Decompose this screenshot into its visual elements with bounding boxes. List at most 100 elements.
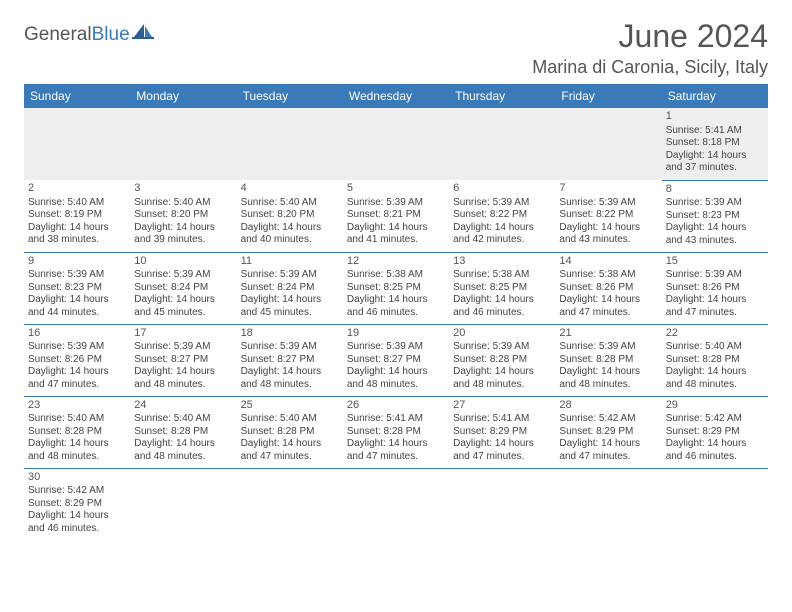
day-cell: 4Sunrise: 5:40 AMSunset: 8:20 PMDaylight… [237, 180, 343, 252]
sunrise-line: Sunrise: 5:39 AM [347, 341, 445, 354]
day-cell: 20Sunrise: 5:39 AMSunset: 8:28 PMDayligh… [449, 324, 555, 396]
day-number: 20 [453, 327, 551, 341]
day-cell: 9Sunrise: 5:39 AMSunset: 8:23 PMDaylight… [24, 252, 130, 324]
daylight-line: Daylight: 14 hours and 48 minutes. [28, 438, 126, 463]
header: GeneralBlue June 2024 Marina di Caronia,… [24, 18, 768, 78]
day-cell: 8Sunrise: 5:39 AMSunset: 8:23 PMDaylight… [662, 180, 768, 252]
sunset-line: Sunset: 8:20 PM [134, 209, 232, 222]
sunrise-line: Sunrise: 5:40 AM [241, 413, 339, 426]
day-cell: 3Sunrise: 5:40 AMSunset: 8:20 PMDaylight… [130, 180, 236, 252]
day-cell: 26Sunrise: 5:41 AMSunset: 8:28 PMDayligh… [343, 396, 449, 468]
sunset-line: Sunset: 8:20 PM [241, 209, 339, 222]
daylight-line: Daylight: 14 hours and 46 minutes. [666, 438, 764, 463]
sail-icon [132, 22, 154, 45]
day-cell: 29Sunrise: 5:42 AMSunset: 8:29 PMDayligh… [662, 396, 768, 468]
day-cell: 18Sunrise: 5:39 AMSunset: 8:27 PMDayligh… [237, 324, 343, 396]
sunrise-line: Sunrise: 5:39 AM [559, 197, 657, 210]
empty-cell [24, 108, 130, 180]
empty-cell [130, 108, 236, 180]
daylight-line: Daylight: 14 hours and 48 minutes. [453, 366, 551, 391]
daylight-line: Daylight: 14 hours and 47 minutes. [453, 438, 551, 463]
sunrise-line: Sunrise: 5:40 AM [28, 197, 126, 210]
empty-cell [555, 468, 661, 540]
day-number: 23 [28, 399, 126, 413]
day-number: 8 [666, 183, 764, 197]
day-number: 3 [134, 182, 232, 196]
empty-cell [237, 468, 343, 540]
sunrise-line: Sunrise: 5:40 AM [134, 413, 232, 426]
day-cell: 11Sunrise: 5:39 AMSunset: 8:24 PMDayligh… [237, 252, 343, 324]
day-header: Friday [555, 84, 661, 108]
day-cell: 21Sunrise: 5:39 AMSunset: 8:28 PMDayligh… [555, 324, 661, 396]
daylight-line: Daylight: 14 hours and 48 minutes. [241, 366, 339, 391]
day-number: 30 [28, 471, 126, 485]
daylight-line: Daylight: 14 hours and 43 minutes. [666, 222, 764, 247]
sunrise-line: Sunrise: 5:39 AM [453, 341, 551, 354]
daylight-line: Daylight: 14 hours and 47 minutes. [666, 294, 764, 319]
day-number: 17 [134, 327, 232, 341]
daylight-line: Daylight: 14 hours and 39 minutes. [134, 222, 232, 247]
sunrise-line: Sunrise: 5:39 AM [28, 341, 126, 354]
day-cell: 28Sunrise: 5:42 AMSunset: 8:29 PMDayligh… [555, 396, 661, 468]
calendar-row: 16Sunrise: 5:39 AMSunset: 8:26 PMDayligh… [24, 324, 768, 396]
day-header: Tuesday [237, 84, 343, 108]
calendar-row: 2Sunrise: 5:40 AMSunset: 8:19 PMDaylight… [24, 180, 768, 252]
sunset-line: Sunset: 8:18 PM [666, 137, 764, 150]
sunrise-line: Sunrise: 5:39 AM [666, 197, 764, 210]
daylight-line: Daylight: 14 hours and 48 minutes. [347, 366, 445, 391]
day-number: 27 [453, 399, 551, 413]
sunset-line: Sunset: 8:28 PM [453, 354, 551, 367]
day-number: 18 [241, 327, 339, 341]
sunset-line: Sunset: 8:24 PM [241, 282, 339, 295]
logo-part2: Blue [92, 24, 130, 45]
day-number: 6 [453, 182, 551, 196]
sunset-line: Sunset: 8:26 PM [559, 282, 657, 295]
sunset-line: Sunset: 8:25 PM [453, 282, 551, 295]
sunrise-line: Sunrise: 5:39 AM [453, 197, 551, 210]
sunrise-line: Sunrise: 5:41 AM [666, 125, 764, 138]
day-cell: 23Sunrise: 5:40 AMSunset: 8:28 PMDayligh… [24, 396, 130, 468]
sunset-line: Sunset: 8:25 PM [347, 282, 445, 295]
day-cell: 1Sunrise: 5:41 AMSunset: 8:18 PMDaylight… [662, 108, 768, 180]
sunrise-line: Sunrise: 5:40 AM [241, 197, 339, 210]
day-cell: 25Sunrise: 5:40 AMSunset: 8:28 PMDayligh… [237, 396, 343, 468]
calendar-row: 9Sunrise: 5:39 AMSunset: 8:23 PMDaylight… [24, 252, 768, 324]
sunrise-line: Sunrise: 5:39 AM [666, 269, 764, 282]
daylight-line: Daylight: 14 hours and 41 minutes. [347, 222, 445, 247]
day-header: Thursday [449, 84, 555, 108]
day-number: 2 [28, 182, 126, 196]
sunset-line: Sunset: 8:21 PM [347, 209, 445, 222]
day-cell: 12Sunrise: 5:38 AMSunset: 8:25 PMDayligh… [343, 252, 449, 324]
daylight-line: Daylight: 14 hours and 46 minutes. [453, 294, 551, 319]
day-cell: 6Sunrise: 5:39 AMSunset: 8:22 PMDaylight… [449, 180, 555, 252]
logo-text: GeneralBlue [24, 24, 130, 46]
day-header: Monday [130, 84, 236, 108]
day-number: 29 [666, 399, 764, 413]
sunrise-line: Sunrise: 5:39 AM [241, 341, 339, 354]
sunrise-line: Sunrise: 5:40 AM [666, 341, 764, 354]
empty-cell [343, 108, 449, 180]
empty-cell [237, 108, 343, 180]
sunset-line: Sunset: 8:27 PM [241, 354, 339, 367]
calendar-row: 23Sunrise: 5:40 AMSunset: 8:28 PMDayligh… [24, 396, 768, 468]
daylight-line: Daylight: 14 hours and 47 minutes. [28, 366, 126, 391]
daylight-line: Daylight: 14 hours and 46 minutes. [347, 294, 445, 319]
sunrise-line: Sunrise: 5:39 AM [347, 197, 445, 210]
calendar-row: 1Sunrise: 5:41 AMSunset: 8:18 PMDaylight… [24, 108, 768, 180]
daylight-line: Daylight: 14 hours and 47 minutes. [347, 438, 445, 463]
day-cell: 30Sunrise: 5:42 AMSunset: 8:29 PMDayligh… [24, 468, 130, 540]
sunset-line: Sunset: 8:27 PM [134, 354, 232, 367]
day-number: 15 [666, 255, 764, 269]
sunrise-line: Sunrise: 5:38 AM [559, 269, 657, 282]
day-header-row: SundayMondayTuesdayWednesdayThursdayFrid… [24, 84, 768, 108]
empty-cell [555, 108, 661, 180]
day-number: 22 [666, 327, 764, 341]
daylight-line: Daylight: 14 hours and 46 minutes. [28, 510, 126, 535]
day-number: 16 [28, 327, 126, 341]
location: Marina di Caronia, Sicily, Italy [532, 57, 768, 78]
calendar-head: SundayMondayTuesdayWednesdayThursdayFrid… [24, 84, 768, 108]
day-number: 9 [28, 255, 126, 269]
day-number: 1 [666, 110, 764, 124]
day-number: 21 [559, 327, 657, 341]
day-cell: 27Sunrise: 5:41 AMSunset: 8:29 PMDayligh… [449, 396, 555, 468]
